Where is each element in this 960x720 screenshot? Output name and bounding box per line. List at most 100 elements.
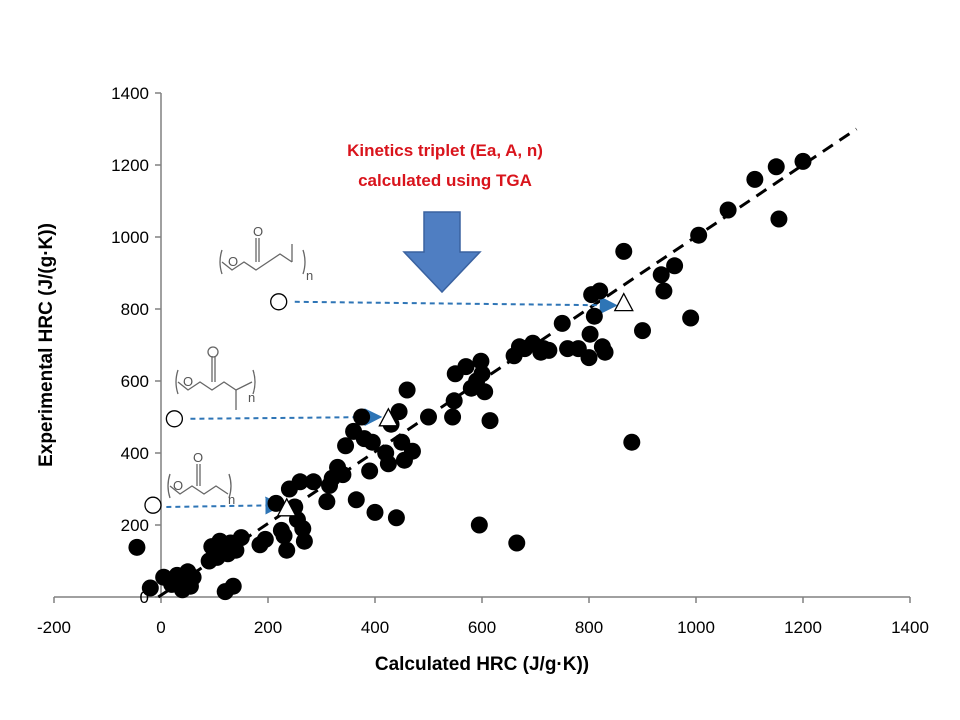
connector-arrows [166,296,618,515]
x-tick-label: -200 [37,618,71,637]
connector-arrow [166,496,284,515]
x-tick-label: 800 [575,618,603,637]
data-point [767,158,785,176]
data-point [444,408,462,426]
down-arrow-icon [402,211,482,294]
data-point [366,503,384,521]
data-point [141,579,159,597]
data-point [615,242,633,260]
svg-text:O: O [173,478,183,493]
data-point [445,392,463,410]
svg-text:n: n [306,268,313,283]
data-point [278,541,296,559]
open-triangle-point [613,292,634,312]
data-point [652,266,670,284]
annotation-line-1: Kinetics triplet (Ea, A, n) [347,141,543,160]
data-point [304,473,322,491]
svg-text:O: O [183,374,193,389]
data-point [128,538,146,556]
data-point [682,309,700,327]
x-tick-label: 0 [156,618,165,637]
open-circle-point [165,410,184,428]
data-point [224,577,242,595]
annotation-line-2: calculated using TGA [358,171,532,190]
data-point [337,437,355,455]
x-tick-label: 200 [254,618,282,637]
y-tick-label: 800 [121,300,149,319]
x-axis-title: Calculated HRC (J/g·K)) [375,654,589,675]
data-point [361,462,379,480]
data-point [390,403,408,421]
data-point [353,408,371,426]
svg-text:n: n [228,492,235,507]
tick-marks [53,92,911,603]
data-point [623,433,641,451]
data-point [585,307,603,325]
data-point [363,433,381,451]
svg-text:O: O [253,224,263,239]
x-tick-label: 400 [361,618,389,637]
structure-1-icon: O O n [167,450,235,507]
data-point [596,343,614,361]
data-point [318,493,336,511]
y-tick-label: 0 [140,588,149,607]
data-point [470,516,488,534]
y-tick-label: 1200 [111,156,149,175]
connector-arrow [190,408,383,427]
svg-text:O: O [228,254,238,269]
data-point [267,494,285,512]
svg-text:O: O [193,450,203,465]
data-point [232,529,250,547]
data-point [403,442,421,460]
y-tick-label: 200 [121,516,149,535]
y-tick-label: 1000 [111,228,149,247]
open-triangle-point [378,407,399,427]
data-point [379,455,397,473]
data-point [666,257,684,275]
x-tick-label: 1200 [784,618,822,637]
data-point [291,473,309,491]
data-point [184,568,202,586]
data-point [553,314,571,332]
data-point [275,527,293,545]
data-point [387,509,405,527]
data-point [508,534,526,552]
y-tick-label: 1400 [111,84,149,103]
data-point [746,170,764,188]
data-point [634,322,651,340]
open-circle-point [270,293,288,311]
data-point [256,530,274,548]
data-point [580,349,598,367]
data-points [128,152,812,601]
data-point [655,282,673,300]
y-tick-label: 600 [121,372,149,391]
data-point [719,201,737,219]
data-point [591,282,609,300]
data-point [690,226,708,244]
tick-labels: -200 0 200 400 600 800 1000 1200 1400 0 200 400 600 8… [37,84,929,637]
data-point [334,466,352,484]
x-tick-label: 600 [468,618,496,637]
data-point [473,365,491,383]
structure-2-icon: O n [175,346,256,410]
data-point [472,352,490,370]
connector-arrow [294,296,618,315]
svg-text:n: n [248,390,255,405]
x-tick-label: 1000 [677,618,715,637]
data-point [794,152,812,170]
x-tick-label: 1400 [891,618,929,637]
data-point [420,408,437,426]
trendline [157,127,858,599]
data-point [295,532,313,550]
open-triangle-point [276,497,297,517]
y-tick-label: 400 [121,444,149,463]
y-axis-title: Experimental HRC (J/(g·K)) [36,223,57,467]
data-point [476,383,494,401]
data-point [540,341,558,359]
data-point [581,325,599,343]
trendline-layer [157,127,858,599]
data-point [294,520,312,538]
structure-3-icon: O O n [219,224,313,283]
data-point [347,491,365,509]
